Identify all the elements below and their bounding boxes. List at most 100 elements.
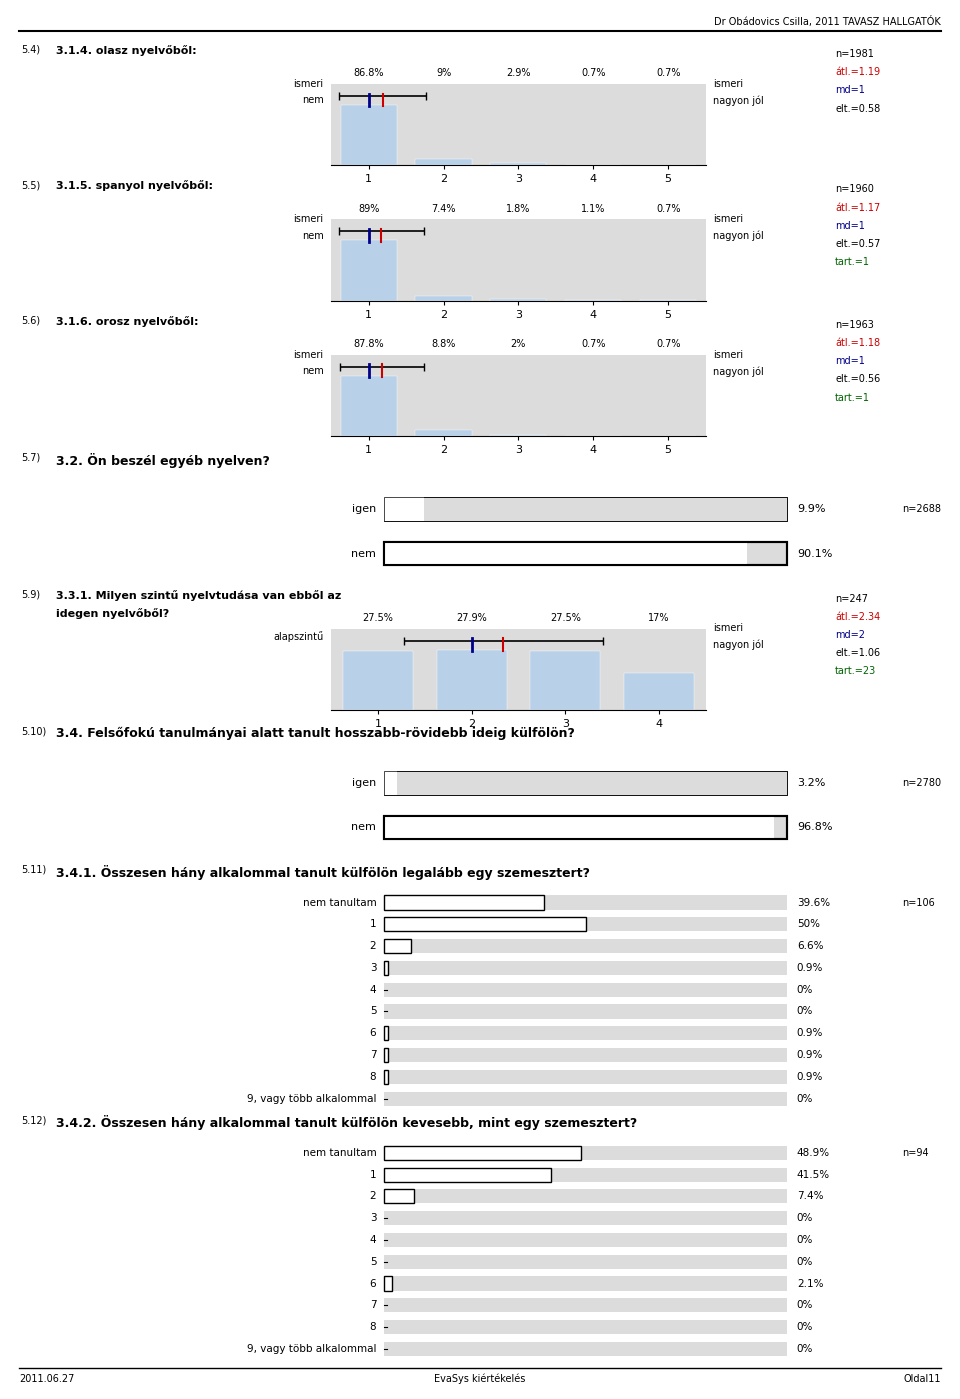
Bar [384,1027,787,1041]
Text: 5.9): 5.9) [21,589,40,600]
Bar [384,498,787,520]
Text: nem: nem [351,823,376,832]
Bar [384,1321,787,1335]
Bar [384,1233,787,1247]
Text: 3.2. Ön beszél egyéb nyelven?: 3.2. Ön beszél egyéb nyelven? [56,452,270,467]
Text: 2.9%: 2.9% [506,69,531,78]
Bar [341,376,396,436]
Text: 17%: 17% [648,613,669,623]
Text: 6: 6 [370,1279,376,1288]
Text: 41.5%: 41.5% [797,1170,830,1179]
Bar [343,651,413,709]
Bar [384,771,787,795]
Text: 3.1.6. orosz nyelvőből:: 3.1.6. orosz nyelvőből: [56,316,198,326]
Text: 1.8%: 1.8% [506,204,531,214]
Text: 6.6%: 6.6% [797,942,824,951]
Text: tart.=1: tart.=1 [835,393,870,403]
Bar [384,1027,388,1041]
Text: 9, vagy több alkalommal: 9, vagy több alkalommal [247,1094,376,1104]
Text: n=247: n=247 [835,593,868,604]
Text: idegen nyelvőből?: idegen nyelvőből? [56,607,169,618]
Bar [384,1276,393,1291]
Text: 2%: 2% [511,339,526,350]
Bar [384,895,787,909]
Text: alapszintű: alapszintű [274,631,324,642]
Text: 6: 6 [370,1028,376,1038]
Text: n=1960: n=1960 [835,185,874,194]
Text: ismeri: ismeri [713,78,743,88]
Bar [384,1276,787,1291]
Bar [384,918,586,932]
Text: nem: nem [301,95,324,105]
Text: n=2688: n=2688 [902,504,942,513]
Bar [384,1189,787,1203]
Text: 27.5%: 27.5% [363,613,394,623]
Bar [384,1168,551,1182]
Text: nem tanultam: nem tanultam [302,898,376,908]
Text: 0.9%: 0.9% [797,1051,823,1060]
Text: átl.=1.18: átl.=1.18 [835,339,880,348]
Text: EvaSys kiértékelés: EvaSys kiértékelés [434,1374,526,1385]
Bar [341,241,396,301]
Text: md=1: md=1 [835,85,865,95]
Text: Oldal11: Oldal11 [903,1374,941,1384]
Text: 5.10): 5.10) [21,726,46,736]
Text: 5: 5 [370,1256,376,1266]
Text: 96.8%: 96.8% [797,823,832,832]
Text: n=106: n=106 [902,898,935,908]
Bar [384,816,775,839]
Text: ismeri: ismeri [294,78,324,88]
Bar [384,1298,787,1312]
Text: 0%: 0% [797,1256,813,1266]
Text: nagyon jól: nagyon jól [713,95,764,106]
Text: igen: igen [352,778,376,788]
Text: 50%: 50% [797,919,820,929]
Bar [384,541,747,565]
Text: nagyon jól: nagyon jól [713,367,764,376]
Text: 2011.06.27: 2011.06.27 [19,1374,75,1384]
Text: ismeri: ismeri [713,624,743,634]
Text: átl.=2.34: átl.=2.34 [835,611,880,623]
Text: 0.9%: 0.9% [797,1028,823,1038]
Text: 3.2%: 3.2% [797,778,826,788]
Bar [437,649,507,709]
Bar [384,939,787,953]
Text: 5.11): 5.11) [21,865,46,874]
Text: n=1963: n=1963 [835,320,874,330]
Bar [384,771,787,795]
Text: md=2: md=2 [835,630,865,641]
Text: 5.6): 5.6) [21,316,40,326]
Text: 3.4. Felsőfokú tanulmányai alatt tanult hosszabb-rövidebb ideig külfölön?: 3.4. Felsőfokú tanulmányai alatt tanult … [56,726,574,740]
Bar [416,159,471,165]
Text: 27.9%: 27.9% [456,613,487,623]
Text: 3.1.5. spanyol nyelvőből:: 3.1.5. spanyol nyelvőből: [56,180,213,192]
Bar [491,164,546,165]
Text: elt.=1.06: elt.=1.06 [835,648,880,659]
Text: 1: 1 [370,919,376,929]
Text: 5.5): 5.5) [21,180,40,190]
Text: ismeri: ismeri [294,214,324,224]
Text: 0%: 0% [797,1300,813,1311]
Bar [384,1146,787,1160]
Text: n=1981: n=1981 [835,49,874,59]
Text: 1: 1 [370,1170,376,1179]
Text: 7.4%: 7.4% [431,204,456,214]
Text: ismeri: ismeri [713,214,743,224]
Text: 7.4%: 7.4% [797,1192,824,1202]
Text: 86.8%: 86.8% [353,69,384,78]
Text: átl.=1.19: átl.=1.19 [835,67,880,77]
Text: 0.9%: 0.9% [797,1072,823,1081]
Text: n=2780: n=2780 [902,778,942,788]
Bar [530,651,600,709]
Text: tart.=1: tart.=1 [835,257,870,267]
Text: tart.=23: tart.=23 [835,666,876,677]
Bar [384,541,787,565]
Text: igen: igen [352,504,376,513]
Text: 1.1%: 1.1% [581,204,606,214]
Bar [384,1168,787,1182]
Bar [341,105,396,165]
Text: ismeri: ismeri [713,350,743,360]
Bar [384,1070,787,1084]
Text: md=1: md=1 [835,357,865,367]
Text: 0%: 0% [797,1322,813,1332]
